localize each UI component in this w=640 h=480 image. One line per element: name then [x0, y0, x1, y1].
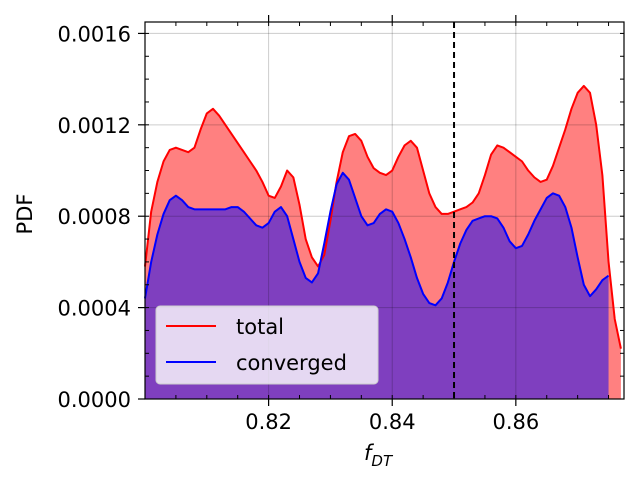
legend-label-total: total	[236, 315, 284, 339]
x-axis-label-main: f	[364, 441, 375, 465]
x-tick-label-2: 0.86	[492, 410, 539, 434]
x-axis-label-subscript: DT	[371, 452, 394, 470]
y-tick-label-2: 0.0008	[58, 205, 131, 229]
plot-frame	[144, 21, 625, 400]
x-tick-label-1: 0.84	[369, 410, 416, 434]
legend: total converged	[155, 305, 379, 385]
y-tick-label-4: 0.0016	[58, 22, 131, 46]
y-axis-label: PDF	[13, 194, 37, 235]
y-tick-label-0: 0.0000	[58, 388, 131, 412]
line-total	[144, 84, 622, 349]
y-tick-label-3: 0.0012	[58, 114, 131, 138]
line-converged	[144, 171, 610, 307]
x-axis-label: fDT	[364, 441, 394, 470]
legend-label-converged: converged	[236, 351, 347, 375]
y-tick-label-1: 0.0004	[58, 297, 131, 321]
x-tick-label-0: 0.82	[245, 410, 292, 434]
